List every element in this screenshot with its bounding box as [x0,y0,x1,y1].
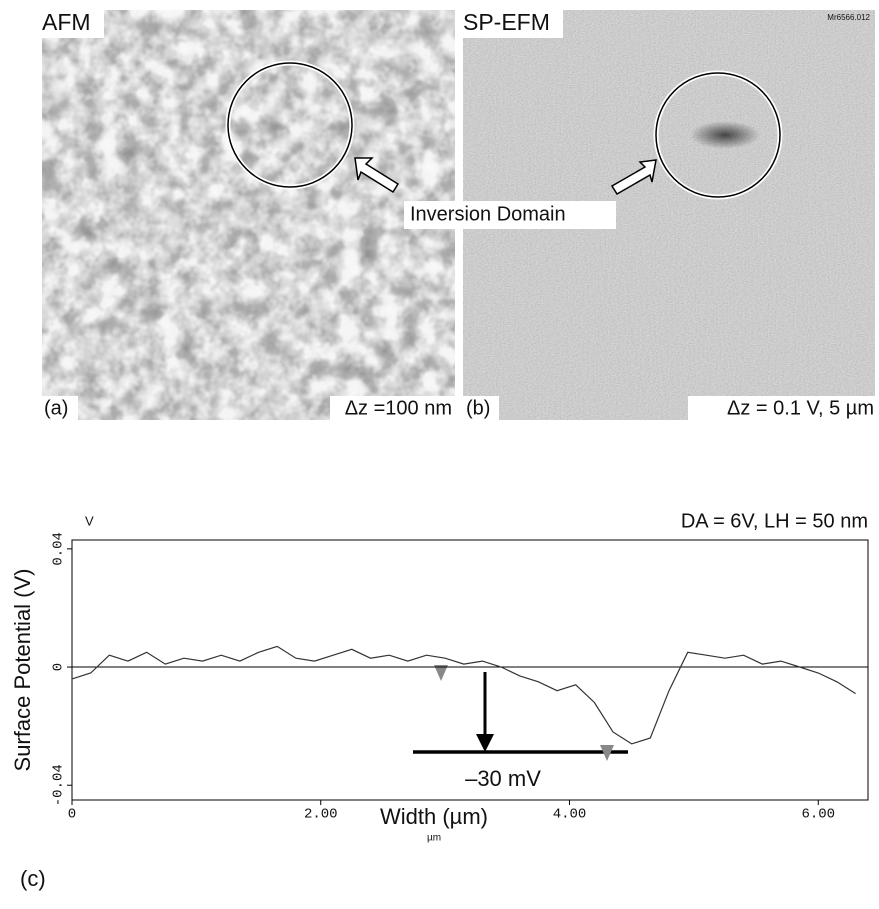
y-axis-label: Surface Potential (V) [10,569,35,772]
panel-letter: (a) [44,397,68,419]
arrow-head [476,734,494,752]
panel-letter: (c) [20,866,46,891]
y-unit: V [85,513,94,528]
label-bg [42,10,104,38]
arrow [610,159,657,196]
circle [227,62,353,188]
scale-label: Δz = 0.1 V, 5 µm [727,397,874,419]
annotation: –30 mV [465,766,541,791]
image-id: Mr6566.012 [827,13,870,22]
x-unit: µm [427,833,441,844]
cursor-marker [434,665,448,681]
line-chart: V DA = 6V, LH = 50 nm Surface Potential … [10,510,869,891]
circle [655,72,781,198]
domain-contrast [690,121,760,149]
x-tick-label: 0 [68,807,76,823]
arrows [354,157,657,196]
x-tick-label: 4.00 [553,807,587,823]
y-tick-label: -0.04 [51,764,67,806]
annotation: Inversion Domain [410,203,566,225]
x-tick-label: 2.00 [304,807,338,823]
label-bg [372,804,494,832]
cursor-marker [600,745,614,761]
subtitle: DA = 6V, LH = 50 nm [681,510,868,532]
label-bg [463,10,563,38]
y-tick-label: 0.04 [51,532,67,566]
panel-letter: (b) [466,397,490,419]
y-tick-label: 0 [51,663,67,671]
panel-label: AFM [42,9,91,35]
data-line [71,645,856,745]
scale-label: Δz =100 nm [345,397,452,419]
x-axis-label: Width (µm) [380,804,488,829]
label-bg [42,396,78,420]
arrow [354,157,400,194]
panel-label: SP-EFM [463,9,550,35]
label-bg [404,201,616,229]
plot-frame [71,539,869,801]
label-bg [330,396,455,420]
x-tick-label: 6.00 [801,807,835,823]
afm-image [42,10,455,420]
label-bg [463,396,499,420]
label-bg [688,396,875,420]
